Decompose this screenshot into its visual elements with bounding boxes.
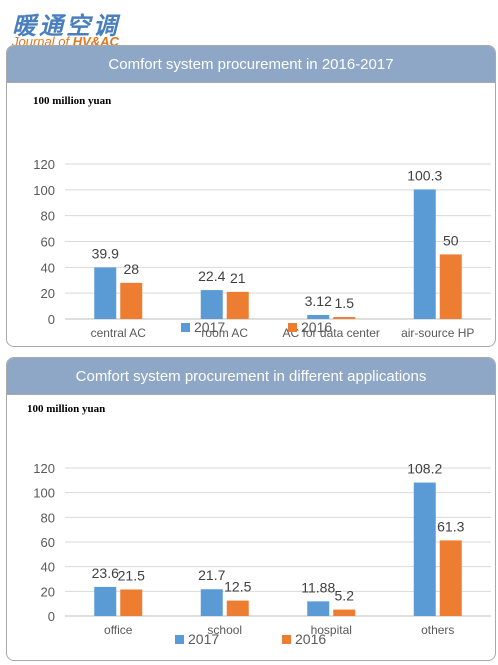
data-label: 39.9 [92,245,119,261]
bar-2017 [413,189,436,319]
bar-2016 [333,317,356,319]
bar-2017 [307,601,330,616]
legend-label: 2016 [295,631,326,647]
category-label: hospital [311,623,352,637]
legend-label: 2017 [194,319,225,335]
category-label: others [421,623,454,637]
legend-swatch-2016 [282,635,291,644]
category-label: central AC [91,326,147,340]
data-label: 108.2 [407,461,442,477]
journal-logo: 暖通空调 Journal of HV&AC [10,6,160,49]
bar-2016 [226,600,249,616]
bar-2017 [94,586,117,616]
bar-chart-years: 100 million yuan 0 20 40 60 80 100 120 39.928 cen… [33,95,491,340]
chart-panel-applications: Comfort system procurement in different … [6,357,496,661]
y-tick-label: 20 [41,286,55,301]
data-label: 61.3 [437,518,464,534]
y-tick-label: 40 [41,260,55,275]
y-tick-label: 120 [33,157,55,172]
bar-2017 [307,314,330,319]
legend-label: 2017 [188,631,219,647]
category-label: office [104,623,133,637]
bar-2016 [120,589,143,616]
bar-2016 [226,291,249,319]
data-label: 100.3 [407,167,442,183]
legend-swatch-2016 [288,323,297,332]
y-tick-label: 60 [41,235,55,250]
chart-panel-years: Comfort system procurement in 2016-2017 … [6,45,496,347]
y-tick-label: 80 [41,209,55,224]
logo-chinese-title: 暖通空调 [12,12,120,40]
data-label: 21 [230,270,246,286]
bar-2016 [120,282,143,319]
chart-title: Comfort system procurement in different … [7,358,495,395]
data-label: 1.5 [335,295,355,311]
category-label: school [207,623,242,637]
category-label: AC for data center [283,326,380,340]
y-tick-label: 60 [41,535,55,550]
y-tick-label: 0 [48,312,55,327]
data-label: 12.5 [224,579,251,595]
y-tick-label: 100 [33,183,55,198]
data-label: 50 [443,232,459,248]
data-label: 21.7 [198,567,225,583]
data-label: 23.6 [92,565,119,581]
legend-swatch-2017 [181,323,190,332]
legend-label: 2016 [301,319,332,335]
y-tick-label: 120 [33,461,55,476]
bar-2017 [200,290,223,319]
y-tick-label: 100 [33,486,55,501]
bar-2016 [439,254,462,319]
bar-chart-applications: 100 million yuan 0 20 40 60 80 100 120 23.621.5 o… [27,403,491,647]
category-label: room AC [201,326,248,340]
bar-2017 [94,267,117,319]
data-label: 22.4 [198,268,225,284]
category-label: air-source HP [401,326,474,340]
bar-2017 [413,482,436,616]
data-label: 5.2 [335,588,355,604]
y-tick-label: 20 [41,584,55,599]
data-label: 21.5 [118,567,145,583]
data-label: 3.12 [305,293,332,309]
data-label: 28 [123,261,139,277]
data-label: 11.88 [301,579,335,595]
y-tick-label: 40 [41,560,55,575]
chart-title: Comfort system procurement in 2016-2017 [7,46,495,83]
legend-swatch-2017 [175,635,184,644]
y-tick-label: 0 [48,609,55,624]
y-axis-unit-label: 100 million yuan [33,95,111,107]
y-tick-label: 80 [41,510,55,525]
y-axis-unit-label: 100 million yuan [27,403,105,415]
bar-2017 [200,589,223,616]
bar-2016 [333,609,356,616]
bar-2016 [439,540,462,616]
